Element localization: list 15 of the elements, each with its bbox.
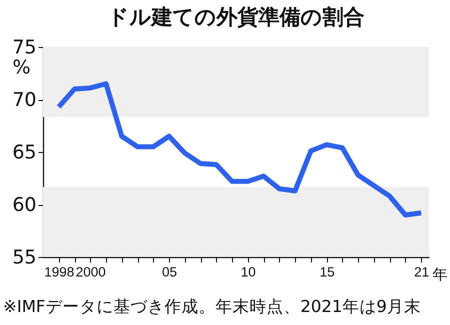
y-tick-label: 55 <box>12 246 36 268</box>
y-tick-label: 70 <box>12 89 36 111</box>
x-tick-label: 1998 <box>44 264 74 280</box>
x-tick-label: 10 <box>240 264 256 280</box>
x-tick-label: 21 <box>414 264 430 280</box>
x-tick-label: 05 <box>162 264 178 280</box>
chart-title: ドル建ての外貨準備の割合 <box>108 5 364 29</box>
y-axis-title: % <box>12 56 31 78</box>
y-tick-label: 75 <box>12 36 36 58</box>
x-tick-label: 15 <box>320 264 335 280</box>
text: ※IMFデータに基づき作成。年末時点、2021年は9月末 <box>3 297 421 316</box>
y-tick-label: 65 <box>12 142 36 164</box>
y-tick-label: 60 <box>12 194 36 216</box>
x-axis-title: 年 <box>432 266 448 284</box>
x-tick-label: 2000 <box>76 264 106 280</box>
